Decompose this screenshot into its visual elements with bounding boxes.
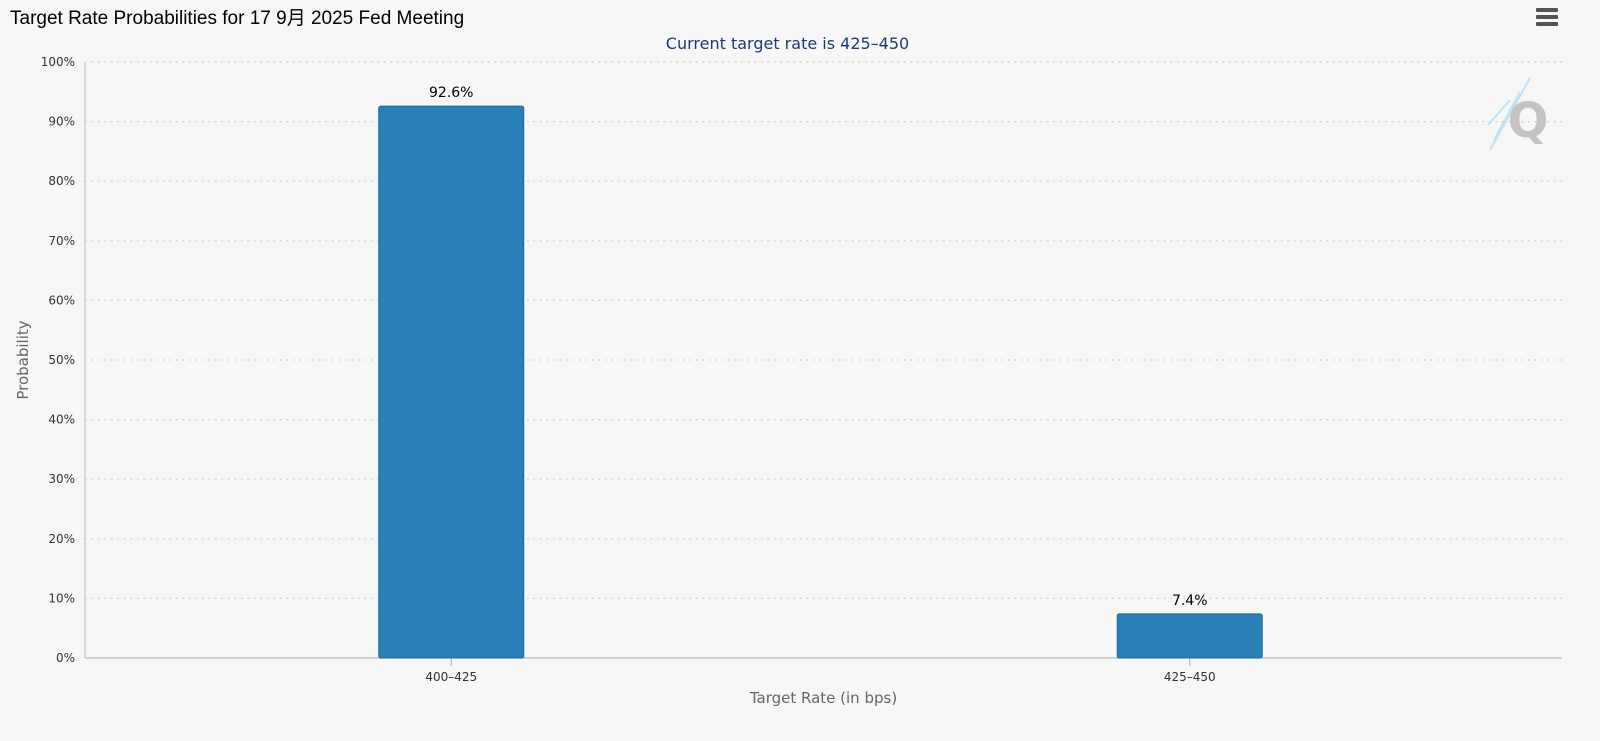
- bars: [378, 105, 1263, 659]
- y-tick-label: 50%: [48, 353, 75, 367]
- hamburger-menu-icon[interactable]: [1536, 8, 1558, 28]
- grid-lines: [85, 61, 1562, 600]
- q-logo-icon: Q: [1487, 77, 1549, 151]
- y-tick-label: 20%: [48, 532, 75, 546]
- y-tick-label: 10%: [48, 591, 75, 605]
- data-label: 92.6%: [429, 85, 473, 101]
- y-axis-title: Probability: [14, 320, 32, 399]
- q-logo-letter: Q: [1508, 93, 1549, 149]
- data-label: 7.4%: [1172, 593, 1208, 609]
- page-title: Target Rate Probabilities for 17 9月 2025…: [10, 8, 465, 29]
- bar: [1116, 613, 1263, 659]
- chart-subtitle: Current target rate is 425–450: [665, 34, 910, 53]
- y-tick-label: 80%: [48, 174, 75, 188]
- y-tick-label: 100%: [41, 55, 75, 69]
- menu-bar-bottom: [1536, 22, 1558, 26]
- axes: [84, 62, 1562, 666]
- menu-bar-middle: [1536, 15, 1558, 19]
- x-axis-title: Target Rate (in bps): [749, 689, 897, 707]
- y-tick-label: 40%: [48, 413, 75, 427]
- labels: 0% 10% 20% 30% 40% 50% 60% 70% 80% 90% 100% 92.6% 40…: [14, 55, 1216, 707]
- bar: [378, 105, 525, 659]
- y-tick-label: 90%: [48, 115, 75, 129]
- y-tick-label: 60%: [48, 293, 75, 307]
- y-tick-label: 70%: [48, 234, 75, 248]
- x-tick-label: 425–450: [1164, 670, 1216, 684]
- x-tick-label: 400–425: [425, 670, 477, 684]
- y-tick-label: 30%: [48, 472, 75, 486]
- menu-bar-top: [1536, 8, 1558, 12]
- y-tick-label: 0%: [56, 651, 75, 665]
